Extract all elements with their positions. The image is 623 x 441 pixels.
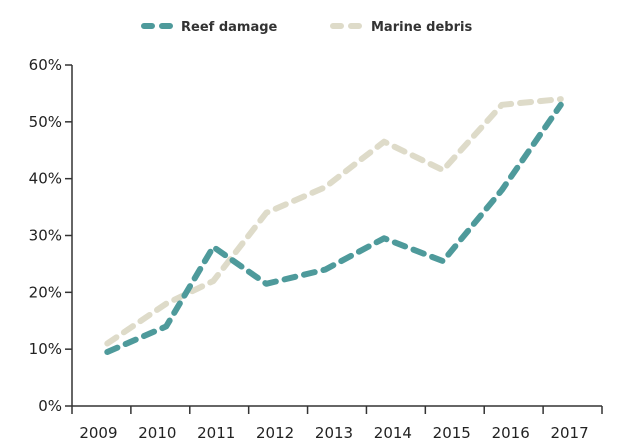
y-tick-label: 10% xyxy=(29,340,62,358)
legend-label-marine-debris: Marine debris xyxy=(371,20,472,35)
legend-label-reef-damage: Reef damage xyxy=(181,20,278,35)
y-tick-label: 20% xyxy=(29,283,62,301)
x-tick-label: 2012 xyxy=(256,424,294,441)
x-tick-label: 2017 xyxy=(550,424,588,441)
x-tick-label: 2011 xyxy=(197,424,235,441)
series-line-reef-damage xyxy=(104,101,564,355)
y-tick-label: 0% xyxy=(38,397,62,415)
y-tick-label: 60% xyxy=(29,56,62,74)
x-tick-label: 2010 xyxy=(138,424,176,441)
x-tick-label: 2015 xyxy=(433,424,471,441)
x-tick-label: 2009 xyxy=(79,424,117,441)
y-tick-label: 30% xyxy=(29,227,62,245)
y-tick-label: 40% xyxy=(29,170,62,188)
y-tick-label: 50% xyxy=(29,113,62,131)
series-layer xyxy=(104,96,564,355)
x-tick-label: 2014 xyxy=(374,424,412,441)
axes: 0% 10% 20% 30% 40% 50% 60% 2009 2010 2011 2012 2013… xyxy=(29,56,603,441)
x-tick-label: 2013 xyxy=(315,424,353,441)
x-tick-label: 2016 xyxy=(492,424,530,441)
legend: Reef damage Marine debris xyxy=(141,20,472,35)
